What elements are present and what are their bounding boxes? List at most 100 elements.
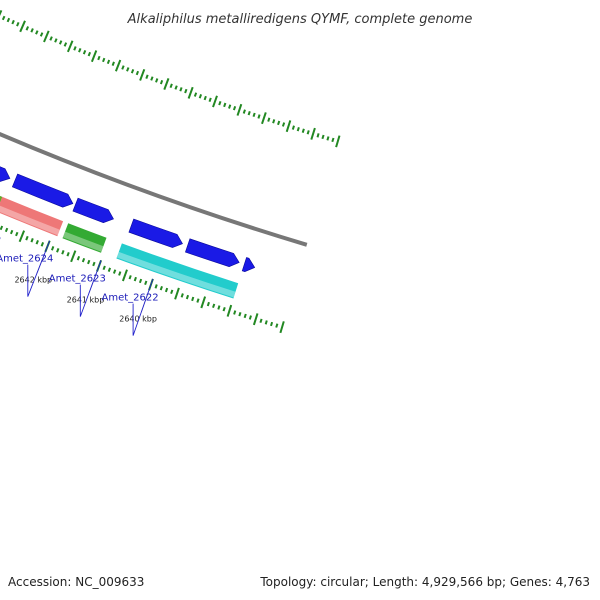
inner-tick — [306, 130, 310, 135]
kbp-label: 2642 kbp — [14, 276, 52, 285]
inner-tick — [155, 78, 159, 83]
inner-tick — [87, 51, 92, 57]
feature-block — [62, 223, 107, 253]
inner-tick — [11, 19, 15, 25]
inner-tick — [16, 22, 20, 27]
outer-tick — [264, 320, 268, 325]
inner-tick — [321, 134, 325, 140]
outer-tick — [196, 298, 200, 303]
feature-block — [0, 195, 3, 203]
outer-tick — [200, 296, 207, 309]
inner-tick — [35, 30, 39, 35]
inner-tick — [208, 97, 212, 103]
feature-block — [0, 196, 64, 237]
inner-tick — [63, 42, 68, 47]
inner-tick — [66, 40, 74, 53]
backbone — [0, 131, 308, 247]
inner-tick — [90, 50, 98, 63]
outer-tick — [112, 269, 117, 274]
outer-tick — [154, 284, 158, 289]
outer-tick — [92, 261, 96, 267]
kbp-label: 2640 kbp — [119, 314, 157, 323]
inner-tick — [54, 38, 58, 43]
outer-tick — [81, 257, 86, 263]
inner-tick — [43, 30, 50, 43]
inner-tick — [261, 112, 267, 125]
inner-tick — [247, 110, 251, 116]
gene-leader-line — [79, 260, 102, 317]
inner-tick — [296, 126, 300, 132]
inner-tick — [126, 67, 130, 72]
outer-tick — [180, 293, 184, 298]
outer-tick — [222, 306, 226, 312]
outer-tick — [275, 323, 279, 328]
outer-tick — [212, 303, 216, 309]
outer-tick — [170, 289, 174, 295]
inner-tick — [130, 69, 135, 74]
gene-leader-line — [132, 278, 154, 336]
inner-tick — [114, 59, 122, 72]
inner-tick — [212, 95, 218, 108]
outer-tick — [61, 250, 65, 255]
outer-tick — [50, 246, 55, 251]
inner-tick — [184, 88, 188, 94]
gene-label: Amet_2624 — [0, 254, 53, 265]
inner-tick — [163, 78, 170, 90]
inner-tick — [335, 135, 341, 148]
outer-tick — [248, 315, 252, 320]
outer-tick — [107, 267, 112, 272]
outer-tick — [252, 313, 259, 326]
outer-tick — [56, 248, 60, 253]
inner-tick — [78, 48, 82, 53]
accession-text: Accession: NC_009633 — [8, 575, 144, 589]
inner-tick — [281, 122, 286, 127]
summary-text: Topology: circular; Length: 4,929,566 bp… — [259, 575, 590, 589]
outer-tick — [238, 311, 242, 317]
gene-arrow — [72, 197, 114, 224]
outer-tick — [159, 285, 163, 291]
map-title: Alkaliphilus metalliredigens QYMF, compl… — [127, 12, 473, 27]
inner-tick — [291, 125, 295, 130]
inner-tick — [19, 20, 26, 33]
inner-tick — [97, 55, 101, 61]
gene-label: Amet_2625 — [0, 233, 1, 244]
feature-block — [116, 243, 239, 299]
feature-block-highlight — [116, 251, 236, 298]
inner-tick — [139, 68, 146, 81]
inner-tick — [135, 70, 140, 76]
inner-tick — [39, 32, 44, 37]
inner-tick — [228, 104, 232, 109]
gene-arrow — [11, 173, 74, 208]
outer-tick — [128, 275, 132, 280]
outer-tick — [206, 301, 210, 307]
gene-arrow — [0, 166, 11, 182]
kbp-label: 2641 kbp — [67, 296, 105, 305]
outer-tick — [191, 296, 195, 302]
outer-tick — [133, 276, 137, 282]
outer-tick — [144, 280, 148, 286]
inner-tick — [169, 83, 173, 89]
inner-tick — [203, 95, 207, 101]
inner-tick — [0, 9, 3, 17]
inner-tick-ring — [0, 9, 341, 148]
inner-tick — [272, 119, 276, 124]
outer-tick — [270, 321, 274, 327]
outer-tick — [25, 235, 29, 241]
outer-tick — [259, 318, 263, 324]
gene-label: Amet_2623 — [49, 274, 106, 285]
outer-tick — [40, 242, 45, 247]
inner-tick — [252, 112, 256, 118]
outer-tick — [233, 310, 237, 315]
inner-tick — [326, 136, 330, 141]
outer-tick — [118, 271, 122, 276]
outer-tick — [164, 287, 169, 293]
inner-tick — [187, 86, 194, 99]
inner-tick — [145, 74, 149, 79]
inner-tick — [257, 114, 261, 119]
inner-tick — [316, 133, 320, 138]
outer-tick — [30, 238, 34, 243]
inner-tick — [121, 65, 125, 70]
inner-tick — [174, 85, 178, 90]
backbone-arc — [0, 131, 308, 247]
outer-tick — [121, 269, 128, 282]
